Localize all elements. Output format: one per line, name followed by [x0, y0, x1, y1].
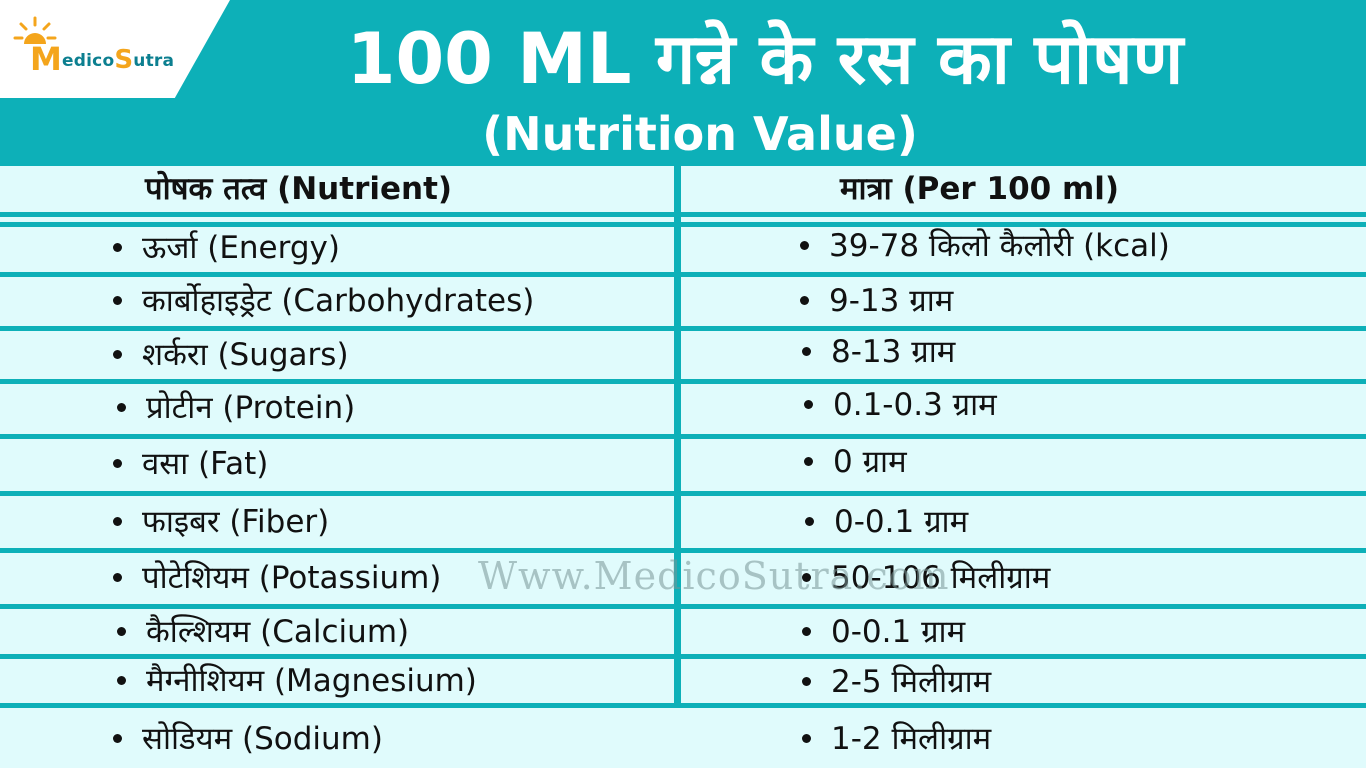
nutrient-cell: सोडियम (Sodium): [113, 719, 383, 759]
amount-cell: 0-0.1 ग्राम: [802, 612, 965, 652]
bullet-icon: [113, 296, 122, 305]
amount-cell: 2-5 मिलीग्राम: [802, 662, 991, 702]
bullet-icon: [117, 627, 126, 636]
amount-cell: 9-13 ग्राम: [800, 281, 953, 321]
nutrient-cell: वसा (Fat): [113, 444, 268, 484]
row-divider: [0, 272, 1366, 277]
row-divider: [0, 703, 1366, 708]
bullet-icon: [117, 676, 126, 685]
amount-cell-text: 39-78 किलो कैलोरी (kcal): [829, 228, 1170, 264]
row-divider: [0, 548, 1366, 553]
bullet-icon: [113, 350, 122, 359]
nutrient-cell: मैग्नीशियम (Magnesium): [117, 661, 477, 701]
nutrient-cell-text: प्रोटीन (Protein): [146, 390, 356, 426]
sun-icon: [13, 16, 57, 44]
bullet-icon: [802, 677, 811, 686]
header-banner: MedicoSutra 100 ML गन्ने के रस का पोषण (…: [0, 0, 1366, 166]
row-divider: [0, 654, 1366, 659]
nutrient-cell-text: मैग्नीशियम (Magnesium): [146, 663, 477, 699]
amount-cell-text: 0-0.1 ग्राम: [834, 504, 969, 540]
page-title: 100 ML गन्ने के रस का पोषण: [346, 18, 1184, 100]
bullet-icon: [117, 403, 126, 412]
nutrient-cell: प्रोटीन (Protein): [117, 388, 355, 428]
nutrient-cell-text: ऊर्जा (Energy): [142, 230, 340, 266]
bullet-icon: [804, 400, 813, 409]
bullet-icon: [113, 243, 122, 252]
amount-cell: 0.1-0.3 ग्राम: [804, 385, 997, 425]
bullet-icon: [113, 517, 122, 526]
row-divider: [0, 434, 1366, 439]
nutrient-cell-text: कार्बोहाइड्रेट (Carbohydrates): [142, 283, 535, 319]
nutrient-cell: शर्करा (Sugars): [113, 335, 349, 375]
nutrient-cell-text: कैल्शियम (Calcium): [146, 614, 410, 650]
amount-cell: 39-78 किलो कैलोरी (kcal): [800, 226, 1170, 266]
row-divider: [0, 491, 1366, 496]
bullet-icon: [113, 573, 122, 582]
amount-cell-text: 50-106 मिलीग्राम: [831, 560, 1051, 596]
logo: MedicoSutra: [0, 0, 230, 98]
row-divider: [0, 604, 1366, 609]
amount-cell: 8-13 ग्राम: [802, 332, 955, 372]
amount-cell-text: 0 ग्राम: [833, 444, 907, 480]
amount-cell: 1-2 मिलीग्राम: [802, 719, 991, 759]
row-divider: [0, 212, 1366, 217]
column-header-amount: मात्रा (Per 100 ml): [840, 171, 1120, 207]
amount-cell-text: 0-0.1 ग्राम: [831, 614, 966, 650]
nutrient-cell-text: सोडियम (Sodium): [142, 721, 383, 757]
page-subtitle: (Nutrition Value): [482, 107, 918, 161]
nutrient-cell-text: फाइबर (Fiber): [142, 504, 330, 540]
nutrient-cell: ऊर्जा (Energy): [113, 228, 340, 268]
nutrient-cell: फाइबर (Fiber): [113, 502, 329, 542]
amount-cell-text: 0.1-0.3 ग्राम: [833, 387, 997, 423]
amount-cell-text: 1-2 मिलीग्राम: [831, 721, 992, 757]
nutrient-cell-text: पोटेशियम (Potassium): [142, 560, 442, 596]
bullet-icon: [800, 296, 809, 305]
amount-cell: 50-106 मिलीग्राम: [802, 558, 1050, 598]
amount-cell: 0 ग्राम: [804, 442, 907, 482]
bullet-icon: [800, 241, 809, 250]
bullet-icon: [802, 627, 811, 636]
amount-cell: 0-0.1 ग्राम: [805, 502, 968, 542]
nutrient-cell-text: शर्करा (Sugars): [142, 337, 349, 373]
row-divider: [0, 222, 1366, 227]
bullet-icon: [804, 457, 813, 466]
nutrient-cell: पोटेशियम (Potassium): [113, 558, 441, 598]
column-header-nutrient: पोषक तत्व (Nutrient): [145, 171, 453, 207]
row-divider: [0, 326, 1366, 331]
bullet-icon: [805, 517, 814, 526]
amount-cell-text: 8-13 ग्राम: [831, 334, 956, 370]
bullet-icon: [802, 347, 811, 356]
bullet-icon: [113, 459, 122, 468]
row-divider: [0, 379, 1366, 384]
nutrient-cell: कैल्शियम (Calcium): [117, 612, 409, 652]
nutrition-table: पोषक तत्व (Nutrient) मात्रा (Per 100 ml)…: [0, 166, 1366, 768]
bullet-icon: [802, 734, 811, 743]
nutrient-cell: कार्बोहाइड्रेट (Carbohydrates): [113, 281, 534, 321]
amount-cell-text: 2-5 मिलीग्राम: [831, 664, 992, 700]
logo-wordmark: MedicoSutra: [30, 40, 175, 78]
nutrient-cell-text: वसा (Fat): [142, 446, 269, 482]
bullet-icon: [802, 573, 811, 582]
watermark: Www.MedicoSutra.com: [478, 554, 950, 598]
amount-cell-text: 9-13 ग्राम: [829, 283, 954, 319]
bullet-icon: [113, 734, 122, 743]
